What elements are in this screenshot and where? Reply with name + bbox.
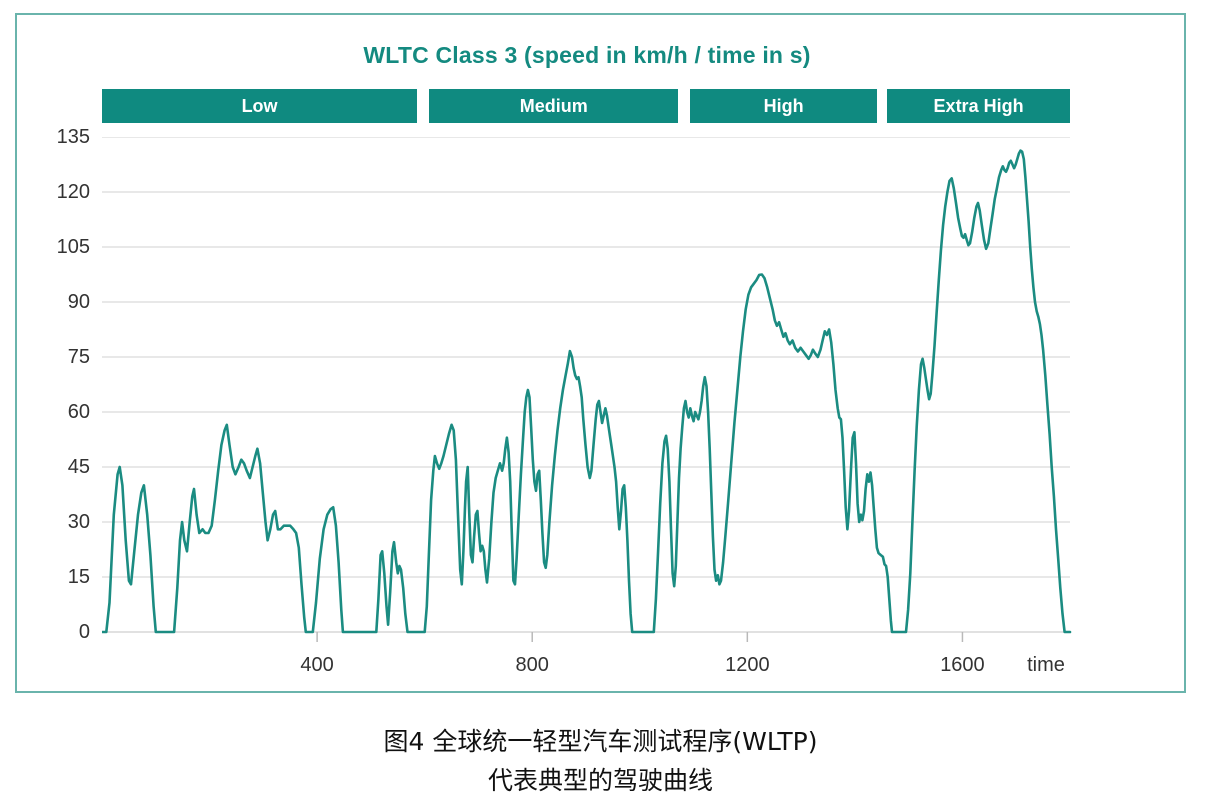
speed-time-plot [102,137,1072,642]
y-tick-label: 0 [78,621,90,643]
y-tick-label: 105 [56,236,90,258]
y-tick-label: 45 [67,456,90,478]
x-tick-label: 1200 [725,654,770,676]
x-axis-labels: 400 800 1200 1600 time [102,654,1082,686]
phase-band-low: Low [102,89,418,123]
y-axis-labels: 0 15 30 45 60 75 90 105 120 135 [35,126,90,652]
speed-curve [102,149,1072,634]
x-tick-label: 1600 [940,654,985,676]
y-tick-label: 75 [67,346,90,368]
y-tick-label: 135 [56,126,90,148]
phase-band-high: High [690,89,877,123]
y-tick-label: 90 [67,291,90,313]
phase-band-extra-high: Extra High [887,89,1070,123]
caption-line-2: 代表典型的驾驶曲线 [487,766,713,795]
caption-line-1: 图4 全球统一轻型汽车测试程序(WLTP) [383,727,818,756]
y-tick-label: 60 [67,401,90,423]
chart-container: WLTC Class 3 (speed in km/h / time in s)… [15,13,1186,693]
y-tick-label: 120 [56,181,90,203]
y-tick-label: 15 [67,566,90,588]
x-tick-label: 800 [515,654,549,676]
phase-band-medium: Medium [428,89,679,123]
x-axis-title: time [1027,654,1065,676]
x-tick-label: 400 [300,654,334,676]
figure-caption: 图4 全球统一轻型汽车测试程序(WLTP) 代表典型的驾驶曲线 [15,722,1186,799]
chart-title: WLTC Class 3 (speed in km/h / time in s) [363,42,811,68]
y-tick-label: 30 [67,511,90,533]
